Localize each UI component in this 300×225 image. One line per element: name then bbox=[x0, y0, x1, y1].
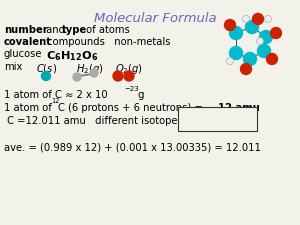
Text: $\mathbf{C_6H_{12}O_6}$: $\mathbf{C_6H_{12}O_6}$ bbox=[46, 49, 98, 63]
Text: $H_2(g)$: $H_2(g)$ bbox=[76, 62, 104, 76]
Circle shape bbox=[226, 58, 233, 65]
Circle shape bbox=[90, 69, 98, 77]
Text: C (6 protons + 6 neutrons) ≡: C (6 protons + 6 neutrons) ≡ bbox=[58, 103, 206, 113]
Circle shape bbox=[265, 16, 272, 22]
Text: type: type bbox=[62, 25, 87, 35]
Text: $C(s)$: $C(s)$ bbox=[36, 62, 57, 75]
Text: covalent: covalent bbox=[4, 37, 52, 47]
Text: of atoms: of atoms bbox=[83, 25, 130, 35]
Circle shape bbox=[41, 72, 50, 81]
Text: C =12.011 amu   different isotopes: C =12.011 amu different isotopes bbox=[4, 116, 183, 126]
Text: 1 atom of: 1 atom of bbox=[4, 103, 55, 113]
Text: 12: 12 bbox=[51, 98, 59, 104]
Circle shape bbox=[241, 63, 251, 74]
Text: 1.10%: 1.10% bbox=[205, 122, 234, 131]
Text: compounds   non-metals: compounds non-metals bbox=[44, 37, 170, 47]
Circle shape bbox=[257, 45, 271, 58]
Circle shape bbox=[271, 27, 281, 38]
Text: and: and bbox=[43, 25, 68, 35]
Circle shape bbox=[256, 38, 263, 45]
Circle shape bbox=[73, 73, 81, 81]
Circle shape bbox=[113, 71, 123, 81]
Text: $O_2(g)$: $O_2(g)$ bbox=[115, 62, 143, 76]
Text: glucose: glucose bbox=[4, 49, 43, 59]
Circle shape bbox=[124, 71, 134, 81]
Text: 98.9%: 98.9% bbox=[205, 109, 234, 118]
Text: number: number bbox=[4, 25, 48, 35]
Circle shape bbox=[244, 52, 256, 65]
Text: $^{12}C$: $^{12}C$ bbox=[181, 109, 198, 122]
Circle shape bbox=[224, 20, 236, 31]
Text: mix: mix bbox=[4, 62, 22, 72]
Circle shape bbox=[242, 16, 250, 22]
Circle shape bbox=[230, 47, 242, 59]
Circle shape bbox=[260, 31, 272, 43]
Circle shape bbox=[230, 27, 242, 40]
Circle shape bbox=[266, 54, 278, 65]
Text: 12 amu: 12 amu bbox=[218, 103, 260, 113]
Circle shape bbox=[245, 20, 259, 34]
Circle shape bbox=[253, 14, 263, 25]
Text: g: g bbox=[135, 90, 145, 100]
Text: $^{13}C$: $^{13}C$ bbox=[181, 122, 198, 135]
Text: ave. = (0.989 x 12) + (0.001 x 13.00335) = 12.011: ave. = (0.989 x 12) + (0.001 x 13.00335)… bbox=[4, 143, 261, 153]
Text: Molecular Formula: Molecular Formula bbox=[94, 12, 216, 25]
FancyBboxPatch shape bbox=[178, 106, 256, 130]
Text: −23: −23 bbox=[124, 86, 139, 92]
Text: 1 atom of C ≈ 2 x 10: 1 atom of C ≈ 2 x 10 bbox=[4, 90, 108, 100]
